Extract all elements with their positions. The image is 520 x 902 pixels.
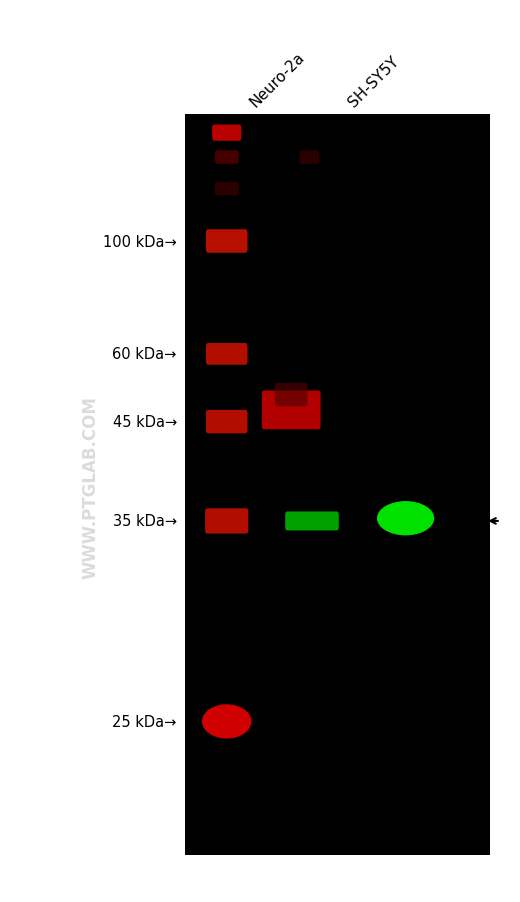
Text: 100 kDa→: 100 kDa→	[103, 235, 177, 249]
Text: SH-SY5Y: SH-SY5Y	[346, 54, 402, 110]
FancyBboxPatch shape	[262, 391, 321, 429]
FancyBboxPatch shape	[205, 509, 249, 534]
FancyBboxPatch shape	[275, 383, 308, 407]
Bar	[185, 115, 490, 855]
FancyBboxPatch shape	[206, 230, 248, 253]
Text: Neuro-2a: Neuro-2a	[248, 50, 308, 110]
Text: 35 kDa→: 35 kDa→	[113, 514, 177, 529]
FancyBboxPatch shape	[215, 182, 239, 196]
Text: 60 kDa→: 60 kDa→	[112, 347, 177, 362]
FancyBboxPatch shape	[215, 151, 239, 164]
Ellipse shape	[377, 502, 434, 536]
FancyBboxPatch shape	[206, 344, 248, 365]
FancyBboxPatch shape	[212, 125, 241, 142]
Text: 25 kDa→: 25 kDa→	[112, 714, 177, 729]
FancyBboxPatch shape	[300, 151, 319, 164]
Text: 45 kDa→: 45 kDa→	[112, 415, 177, 429]
Text: WWW.PTGLAB.COM: WWW.PTGLAB.COM	[82, 396, 100, 578]
FancyBboxPatch shape	[206, 410, 248, 434]
FancyBboxPatch shape	[285, 512, 339, 530]
Ellipse shape	[202, 704, 252, 739]
